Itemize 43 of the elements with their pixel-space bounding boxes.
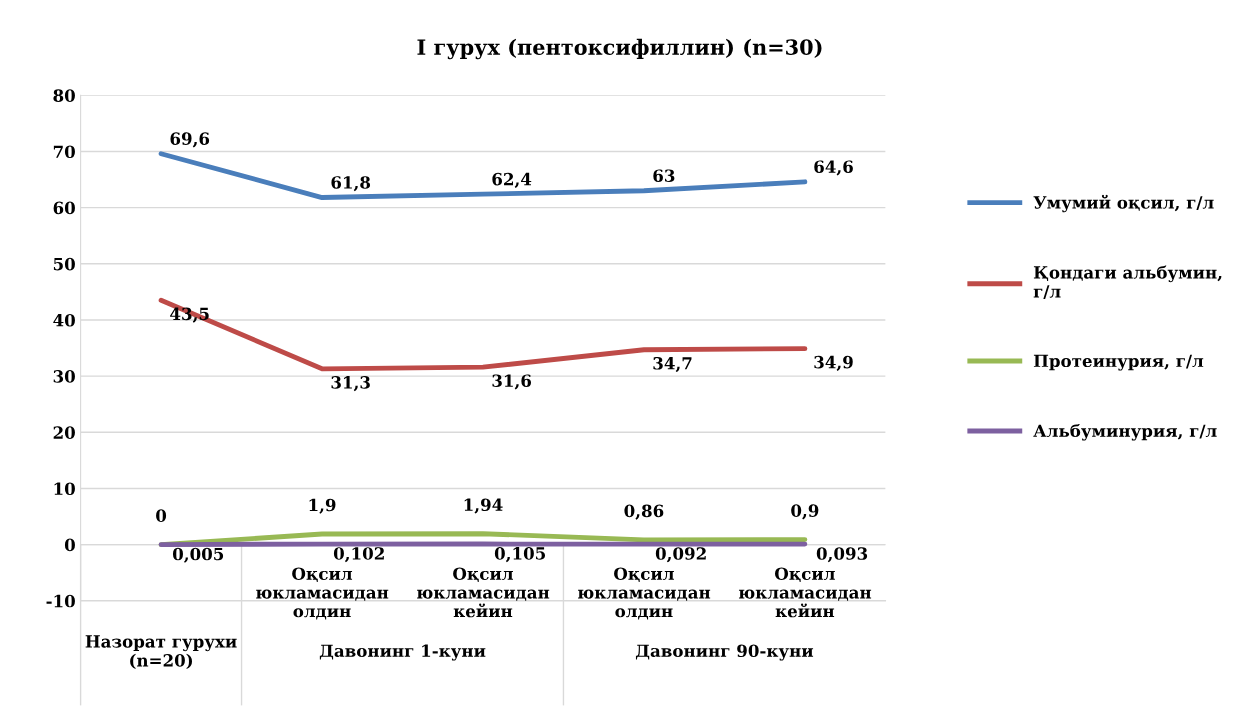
data-label: 69,6 xyxy=(170,132,210,148)
data-label: 64,6 xyxy=(814,160,853,176)
chart-title: I гурух (пентоксифиллин) (n=30) xyxy=(417,38,822,60)
y-tick-label: 30 xyxy=(53,370,75,383)
y-tick-label: 80 xyxy=(53,89,75,102)
data-label: 31,6 xyxy=(492,374,532,390)
text: Давонинг 90-куни xyxy=(635,644,814,661)
x-tick-label: Оқсил юкламасидан олдин xyxy=(256,567,389,620)
y-tick-label: 70 xyxy=(53,145,75,159)
legend-label: Қондаги альбумин, г/л xyxy=(1033,265,1222,299)
data-label: 0,102 xyxy=(333,547,384,563)
line-series xyxy=(158,297,808,372)
data-label: 63 xyxy=(653,169,675,183)
data-label: 31,3 xyxy=(331,376,370,392)
data-label: 1,9 xyxy=(309,498,336,514)
y-tick-label: 0 xyxy=(64,538,75,552)
y-tick-label: -10 xyxy=(46,594,75,608)
legend-label: Умумий оқсил, г/л xyxy=(1033,194,1214,213)
data-label: 34,7 xyxy=(653,356,692,373)
data-label: 62,4 xyxy=(492,172,532,188)
y-tick-label: 40 xyxy=(53,313,75,327)
data-label: 34,9 xyxy=(814,355,853,371)
data-label: 0,093 xyxy=(816,547,868,563)
x-tick-label: Оқсил юкламасидан олдин xyxy=(578,567,711,620)
legend-label: Протеинурия, г/л xyxy=(1033,354,1204,371)
text: Давонинг 1-куни xyxy=(319,644,486,661)
y-tick-label: 10 xyxy=(54,482,75,496)
data-label: 61,8 xyxy=(331,176,371,192)
data-label: 0 xyxy=(156,509,167,522)
y-tick-label: 50 xyxy=(53,257,75,271)
y-tick-label: 60 xyxy=(53,201,75,215)
x-tick-label: Оқсил юкламасидан кейин xyxy=(738,567,872,618)
y-tick-label: 20 xyxy=(53,426,75,439)
line-series xyxy=(158,151,808,200)
data-label: 0,86 xyxy=(624,504,664,520)
legend-label: Альбуминурия, г/л xyxy=(1033,423,1217,441)
data-label: 1,94 xyxy=(464,498,503,514)
text: Назорат гурухи (n=20) xyxy=(85,635,237,670)
data-label: 0,092 xyxy=(655,547,706,563)
data-label: 0,105 xyxy=(494,547,546,563)
data-label: 0,9 xyxy=(791,504,819,520)
data-label: 0,005 xyxy=(172,547,224,563)
x-tick-label: Оқсил юкламасидан кейин xyxy=(417,567,550,618)
